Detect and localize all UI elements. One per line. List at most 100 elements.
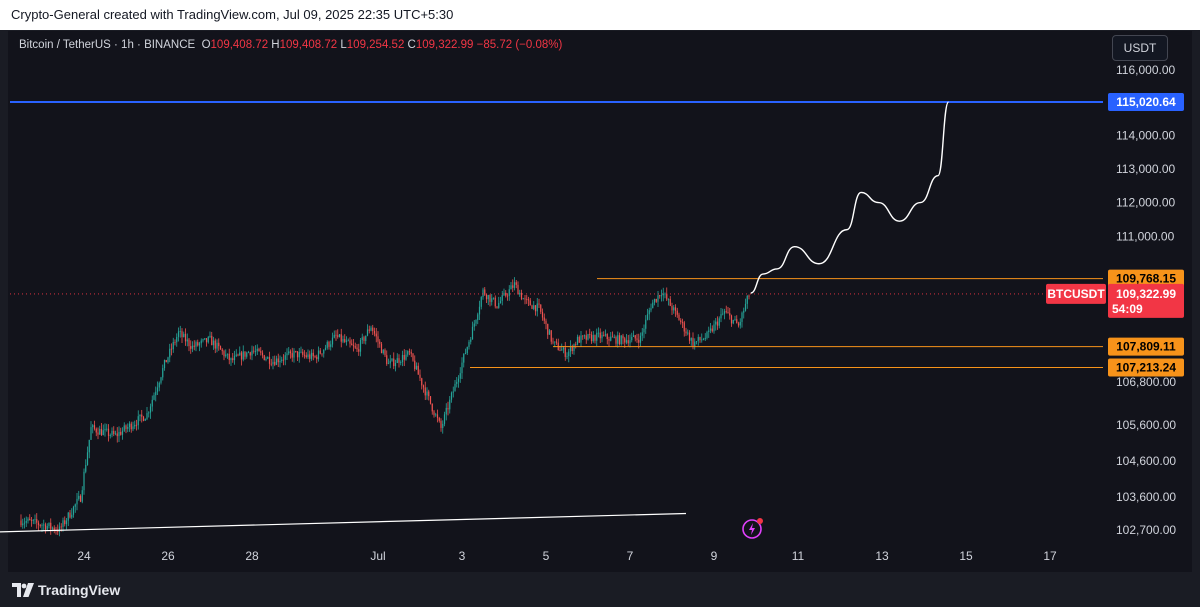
- candle-body: [592, 335, 594, 342]
- candle-body: [354, 346, 356, 348]
- last-price-tag-bg: [1108, 283, 1184, 318]
- candle-body: [440, 420, 442, 428]
- candle-body: [128, 423, 131, 427]
- candle-body: [22, 523, 24, 526]
- candle-body: [688, 332, 691, 341]
- x-tick-label: 11: [792, 549, 805, 563]
- candle-body: [53, 527, 55, 531]
- candle-body: [543, 317, 545, 321]
- candle-body: [212, 340, 215, 346]
- candle-body: [310, 352, 313, 359]
- candle-body: [683, 322, 685, 332]
- currency-selector[interactable]: USDT: [1112, 35, 1168, 61]
- candle-body: [671, 305, 673, 311]
- candle-body: [536, 303, 538, 312]
- close-value: 109,322.99: [415, 39, 474, 51]
- y-tick-label: 106,800.00: [1116, 375, 1176, 389]
- candle-body: [603, 334, 605, 336]
- x-tick-label: 26: [161, 549, 175, 563]
- candle-body: [267, 357, 269, 359]
- candle-body: [727, 312, 729, 314]
- candle-body: [102, 430, 104, 436]
- x-tick-label: 15: [959, 549, 973, 563]
- candle-body: [71, 514, 73, 518]
- candle-body: [181, 331, 183, 337]
- candle-body: [468, 341, 470, 348]
- candle-body: [197, 342, 199, 346]
- candle-body: [545, 320, 547, 324]
- candle-body: [165, 359, 167, 363]
- support-2-price-tag: 107,213.24: [1116, 361, 1176, 375]
- candle-body: [594, 335, 596, 341]
- candle-body: [272, 361, 274, 365]
- candle-body: [347, 340, 349, 342]
- candle-body: [184, 333, 187, 342]
- x-tick-label: Jul: [370, 549, 385, 563]
- candle-body: [300, 351, 302, 353]
- candle-body: [373, 330, 376, 334]
- candle-body: [417, 365, 419, 375]
- candle-body: [555, 341, 558, 343]
- candle-body: [351, 343, 353, 346]
- header-bar-text: Crypto-General created with TradingView.…: [11, 7, 454, 22]
- candle-body: [377, 336, 379, 342]
- candle-body: [400, 362, 402, 363]
- candle-body: [51, 527, 54, 529]
- candle-body: [576, 336, 579, 345]
- candle-body: [394, 363, 397, 367]
- candle-body: [485, 294, 488, 300]
- x-tick-label: 13: [875, 549, 889, 563]
- candle-body: [204, 338, 206, 340]
- candle-body: [240, 352, 243, 360]
- open-value: 109,408.72: [210, 39, 269, 51]
- candle-body: [99, 428, 101, 435]
- candle-body: [342, 339, 344, 342]
- candle-body: [139, 414, 141, 417]
- candle-body: [37, 522, 40, 526]
- candle-body: [499, 300, 502, 303]
- candle-body: [634, 335, 636, 339]
- candle-body: [655, 299, 657, 302]
- candle-body: [489, 295, 491, 302]
- candle-body: [604, 334, 607, 336]
- candle-body: [708, 330, 710, 333]
- candle-body: [195, 342, 197, 347]
- candle-body: [200, 340, 202, 344]
- candle-body: [596, 332, 598, 341]
- candle-body: [242, 351, 244, 360]
- lightning-icon[interactable]: [741, 516, 765, 540]
- trendline[interactable]: [0, 512, 687, 533]
- candle-body: [214, 340, 216, 349]
- target-price-tag: 115,020.64: [1116, 95, 1176, 109]
- candle-body: [568, 351, 570, 357]
- candle-body: [244, 351, 246, 357]
- tradingview-logo[interactable]: TradingView: [12, 581, 120, 599]
- candle-body: [438, 418, 440, 421]
- candle-body: [393, 358, 395, 367]
- candle-body: [50, 522, 52, 529]
- candle-body: [697, 337, 699, 342]
- candle-body: [330, 344, 332, 347]
- candle-body: [60, 526, 62, 528]
- candle-body: [170, 348, 173, 350]
- projection-drawing[interactable]: [750, 101, 950, 294]
- candle-body: [433, 411, 435, 416]
- candle-body: [746, 295, 748, 304]
- candle-body: [370, 327, 372, 331]
- candle-body: [88, 439, 90, 453]
- chart-area[interactable]: [8, 31, 1192, 572]
- candle-body: [356, 347, 358, 350]
- candle-body: [529, 300, 531, 306]
- candle-body: [454, 383, 456, 392]
- header-bar: Crypto-General created with TradingView.…: [0, 0, 1200, 30]
- candle-body: [44, 524, 47, 530]
- candle-body: [699, 337, 701, 340]
- candle-body: [295, 351, 297, 352]
- candle-body: [513, 282, 516, 288]
- candle-body: [674, 307, 677, 311]
- candle-body: [104, 428, 106, 431]
- candle-body: [331, 337, 334, 345]
- candle-body: [193, 345, 195, 347]
- candle-body: [464, 353, 467, 354]
